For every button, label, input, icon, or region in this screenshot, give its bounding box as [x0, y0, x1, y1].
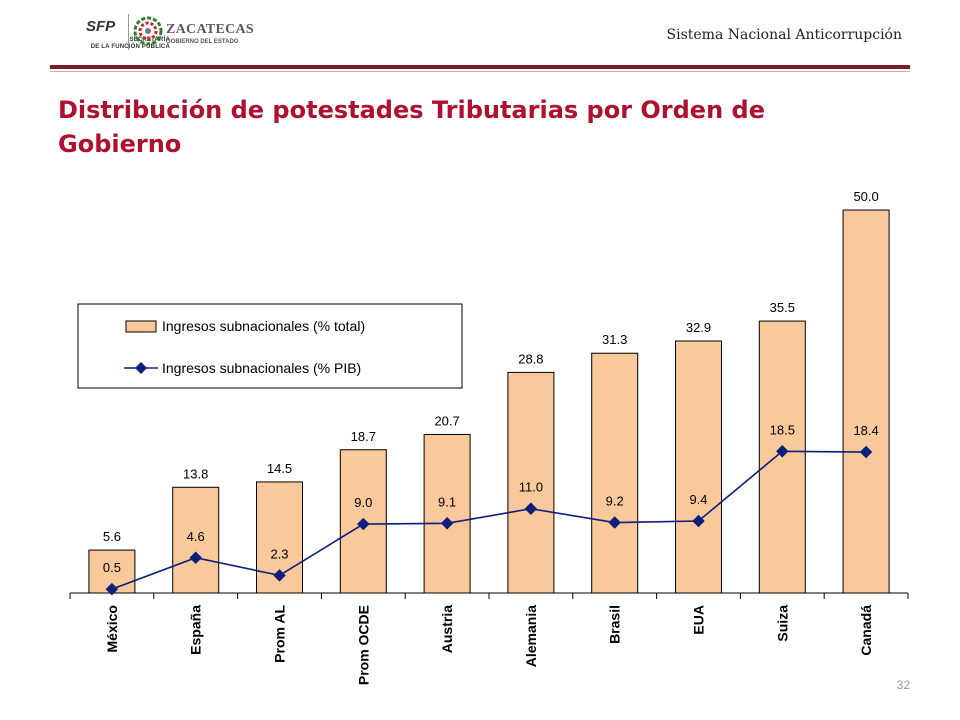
header-rule-thin: [50, 71, 910, 72]
line-value-label-9: 18.5: [770, 422, 795, 437]
bar-value-label-6: 28.8: [518, 351, 543, 366]
line-marker-6: [524, 502, 538, 516]
zacatecas-logo: ZACATECAS GOBIERNO DEL ESTADO: [132, 14, 254, 52]
bar-8: [675, 340, 722, 594]
line-value-label-10: 18.4: [853, 423, 878, 438]
line-value-label-7: 9.2: [606, 494, 624, 509]
zacatecas-logo-line1: GOBIERNO DEL ESTADO: [166, 39, 239, 45]
bar-value-label-3: 14.5: [267, 461, 292, 476]
x-tick-label-9: Suiza: [774, 605, 790, 642]
line-value-label-3: 2.3: [270, 546, 288, 561]
line-marker-1: [105, 582, 119, 596]
legend-label-bar: Ingresos subnacionales (% total): [162, 318, 365, 334]
bar-6: [507, 371, 555, 594]
legend-label-line: Ingresos subnacionales (% PIB): [162, 360, 361, 376]
line-series-path: [111, 450, 867, 590]
line-marker-5: [440, 516, 454, 530]
bar-value-label-2: 13.8: [183, 466, 208, 481]
line-marker-9: [775, 444, 789, 458]
slide-title: Distribución de potestades Tributarias p…: [58, 96, 765, 158]
x-tick-label-5: Austria: [439, 605, 455, 653]
bar-2: [172, 486, 220, 594]
line-marker-2: [189, 551, 203, 565]
line-marker-8: [692, 514, 705, 528]
sfp-logo-name: SFP: [86, 18, 116, 35]
line-value-label-1: 0.5: [103, 560, 121, 575]
x-tick-label-10: Canadá: [858, 605, 874, 656]
line-marker-3: [273, 569, 286, 582]
x-tick-label-4: Prom OCDE: [355, 605, 371, 685]
legend-box: [77, 303, 463, 389]
line-marker-7: [608, 516, 622, 529]
line-value-label-8: 9.4: [689, 492, 707, 507]
line-value-label-5: 9.1: [438, 494, 456, 509]
slide-header: SFP SECRETARÍA DE LA FUNCIÓN PÚBLICA ZAC…: [0, 0, 960, 75]
line-marker-10: [859, 445, 873, 459]
x-tick-label-3: Prom AL: [272, 605, 288, 663]
zacatecas-logo-name: ZACATECAS: [166, 22, 255, 37]
page-number: 32: [896, 678, 910, 692]
bar-value-label-5: 20.7: [434, 413, 459, 428]
bar-value-label-8: 32.9: [686, 320, 711, 335]
bar-value-label-10: 50.0: [853, 189, 878, 204]
logo-divider: [128, 14, 129, 50]
sfp-logo-line2: DE LA FUNCIÓN PÚBLICA: [90, 44, 170, 50]
line-value-label-2: 4.6: [187, 529, 205, 544]
bar-value-label-7: 31.3: [602, 332, 627, 347]
x-tick-label-8: EUA: [691, 605, 707, 635]
bar-10: [842, 209, 890, 594]
line-value-label-6: 11.0: [519, 480, 543, 495]
bar-5: [423, 433, 471, 594]
bar-value-label-9: 35.5: [770, 300, 795, 315]
bar-value-label-1: 5.6: [103, 529, 121, 544]
line-value-label-4: 9.0: [354, 495, 372, 510]
x-tick-label-7: Brasil: [607, 605, 623, 644]
bar-value-label-4: 18.7: [351, 429, 376, 444]
header-rule: [50, 65, 910, 69]
legend-swatch-bar: [125, 320, 157, 333]
line-marker-4: [356, 517, 370, 531]
legend-swatch-marker: [135, 362, 147, 374]
header-tagline: Sistema Nacional Anticorrupción: [666, 27, 903, 43]
bar-7: [591, 352, 639, 594]
x-tick-label-2: España: [188, 605, 204, 655]
x-tick-label-6: Alemania: [523, 605, 539, 667]
zacatecas-emblem-icon: [133, 16, 163, 46]
x-tick-label-1: México: [104, 605, 120, 652]
